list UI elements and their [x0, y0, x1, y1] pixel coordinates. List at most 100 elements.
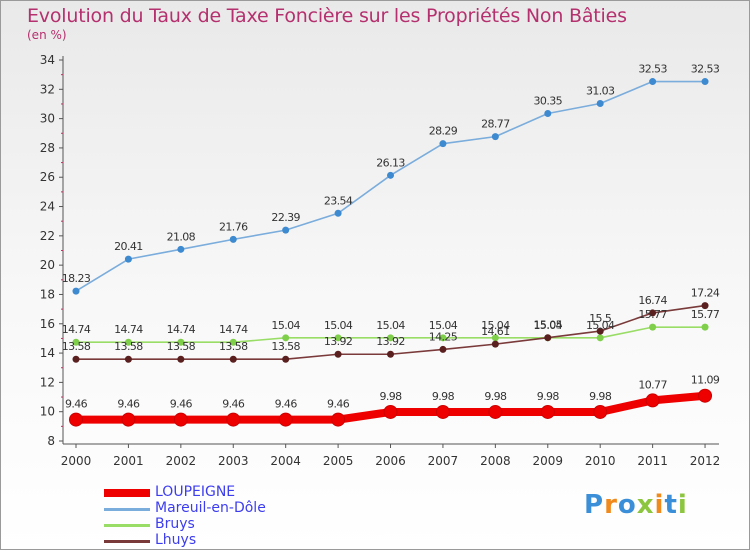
x-tick-label: 2012	[690, 454, 721, 468]
data-point-bruys	[124, 338, 132, 346]
data-point-bruys	[701, 323, 709, 331]
data-point-loupeigne	[278, 412, 293, 427]
data-label-loupeigne: 9.46	[117, 398, 140, 411]
legend-item-mareuil: Mareuil-en-Dôle	[104, 500, 364, 517]
y-tick-label: 14	[40, 346, 55, 360]
data-label-lhuys: 13.58	[114, 340, 143, 353]
data-point-lhuys	[124, 355, 132, 363]
y-tick-label: 10	[40, 405, 55, 419]
data-point-bruys	[334, 334, 342, 342]
data-point-lhuys	[491, 340, 499, 348]
data-label-lhuys: 17.24	[691, 287, 720, 300]
legend-item-bruys: Bruys	[104, 516, 364, 533]
data-label-mareuil-en-d-le: 30.35	[534, 94, 563, 107]
data-point-bruys	[177, 338, 185, 346]
data-label-bruys: 15.04	[429, 319, 458, 332]
data-point-mareuil-en-d-le	[649, 78, 657, 86]
y-tick-label: 32	[40, 82, 55, 96]
y-tick-label: 22	[40, 229, 55, 243]
data-label-lhuys: 14.25	[429, 330, 458, 343]
legend-item-loupeigne: LOUPEIGNE	[104, 484, 364, 501]
x-tick-label: 2008	[480, 454, 511, 468]
data-point-mareuil-en-d-le	[439, 140, 447, 148]
data-label-bruys: 15.04	[376, 319, 405, 332]
legend-label-loupeigne: LOUPEIGNE	[155, 484, 236, 500]
data-point-bruys	[649, 323, 657, 331]
data-point-bruys	[282, 334, 290, 342]
data-point-loupeigne	[173, 412, 188, 427]
y-tick-label: 16	[40, 317, 55, 331]
y-tick-label: 34	[40, 53, 55, 67]
x-tick-label: 2010	[585, 454, 616, 468]
data-point-mareuil-en-d-le	[596, 100, 604, 108]
data-label-lhuys: 13.58	[219, 340, 248, 353]
data-point-loupeigne	[331, 412, 346, 427]
data-label-lhuys: 13.58	[62, 340, 91, 353]
x-tick-label: 2009	[533, 454, 564, 468]
x-tick-label: 2006	[375, 454, 406, 468]
data-label-bruys: 15.04	[324, 319, 353, 332]
y-tick-label: 24	[40, 200, 55, 214]
data-point-lhuys	[229, 355, 237, 363]
y-tick-label: 30	[40, 112, 55, 126]
y-tick-label: 20	[40, 258, 55, 272]
brand-logo-letter: o	[617, 490, 637, 520]
data-point-lhuys	[544, 334, 552, 342]
data-point-lhuys	[701, 302, 709, 310]
data-point-mareuil-en-d-le	[72, 287, 80, 295]
x-tick-label: 2000	[61, 454, 92, 468]
data-label-bruys: 15.04	[586, 319, 615, 332]
data-point-lhuys	[177, 355, 185, 363]
data-point-mareuil-en-d-le	[177, 245, 185, 253]
data-label-loupeigne: 9.46	[65, 398, 88, 411]
y-tick-label: 12	[40, 375, 55, 389]
data-point-loupeigne	[69, 412, 83, 427]
data-point-loupeigne	[226, 412, 241, 427]
data-point-lhuys	[282, 355, 290, 363]
y-tick-label: 18	[40, 287, 55, 301]
data-point-loupeigne	[540, 404, 555, 419]
y-axis-unit: (en %)	[27, 28, 67, 42]
x-tick-label: 2004	[270, 454, 301, 468]
data-label-bruys: 15.04	[481, 319, 510, 332]
data-label-mareuil-en-d-le: 21.08	[167, 230, 196, 243]
data-point-bruys	[596, 334, 604, 342]
brand-logo-letter: t	[664, 490, 678, 520]
data-point-bruys	[229, 338, 237, 346]
data-label-mareuil-en-d-le: 28.77	[481, 118, 510, 131]
legend-swatch-bruys	[104, 524, 150, 527]
data-label-loupeigne: 10.77	[638, 378, 667, 391]
data-label-lhuys: 13.58	[167, 340, 196, 353]
data-point-lhuys	[439, 345, 447, 353]
data-label-mareuil-en-d-le: 26.13	[376, 156, 405, 169]
data-label-lhuys: 15.5	[589, 312, 612, 325]
data-point-loupeigne	[121, 412, 136, 427]
data-label-mareuil-en-d-le: 23.54	[324, 194, 353, 207]
data-label-loupeigne: 9.46	[327, 398, 350, 411]
data-point-lhuys	[387, 350, 395, 358]
brand-logo-letter: i	[654, 490, 665, 520]
data-point-mareuil-en-d-le	[334, 209, 342, 217]
legend-item-lhuys: Lhuys	[104, 532, 364, 549]
legend: LOUPEIGNE Mareuil-en-Dôle Bruys Lhuys	[104, 484, 364, 549]
data-label-lhuys: 13.92	[324, 335, 353, 348]
brand-logo-letter: i	[677, 490, 688, 520]
legend-swatch-mareuil	[104, 508, 150, 511]
data-label-bruys: 15.04	[271, 319, 300, 332]
data-point-lhuys	[72, 355, 80, 363]
data-point-bruys	[439, 334, 447, 342]
data-point-loupeigne	[383, 404, 398, 419]
y-tick-label: 8	[47, 434, 55, 448]
data-point-bruys	[387, 334, 395, 342]
data-point-lhuys	[596, 327, 604, 335]
series-line-mareuil-en-d-le	[75, 80, 706, 292]
data-point-loupeigne	[698, 388, 713, 403]
data-point-loupeigne	[435, 404, 450, 419]
data-label-mareuil-en-d-le: 32.53	[691, 63, 720, 76]
data-label-bruys: 14.74	[167, 323, 196, 336]
data-point-bruys	[72, 338, 80, 346]
data-point-mareuil-en-d-le	[229, 235, 237, 243]
legend-label-lhuys: Lhuys	[155, 532, 197, 548]
brand-logo-letter: P	[584, 490, 605, 520]
